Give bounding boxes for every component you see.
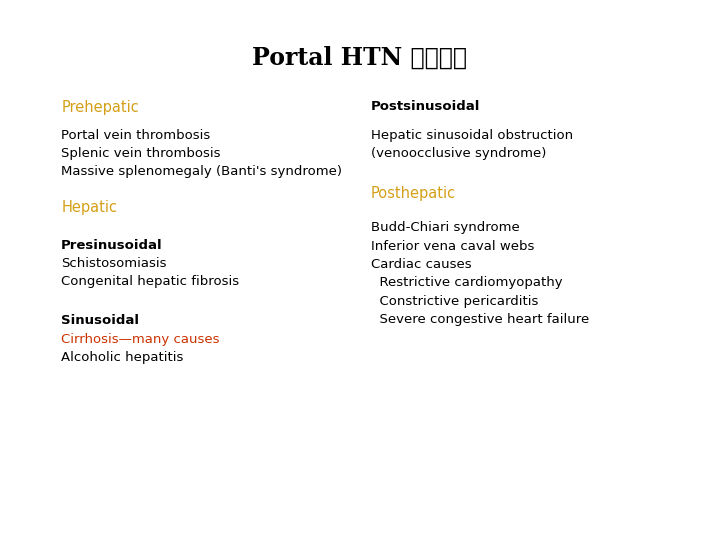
Text: Massive splenomegaly (Banti's syndrome): Massive splenomegaly (Banti's syndrome) bbox=[61, 165, 342, 178]
Text: Portal vein thrombosis: Portal vein thrombosis bbox=[61, 129, 210, 141]
Text: Budd-Chiari syndrome: Budd-Chiari syndrome bbox=[371, 221, 520, 234]
Text: Severe congestive heart failure: Severe congestive heart failure bbox=[371, 313, 589, 326]
Text: Alcoholic hepatitis: Alcoholic hepatitis bbox=[61, 351, 184, 364]
Text: Constrictive pericarditis: Constrictive pericarditis bbox=[371, 295, 538, 308]
Text: Cardiac causes: Cardiac causes bbox=[371, 258, 472, 271]
Text: Portal HTN 원인분류: Portal HTN 원인분류 bbox=[253, 46, 467, 70]
Text: Postsinusoidal: Postsinusoidal bbox=[371, 100, 480, 113]
Text: Inferior vena caval webs: Inferior vena caval webs bbox=[371, 240, 534, 253]
Text: Congenital hepatic fibrosis: Congenital hepatic fibrosis bbox=[61, 275, 239, 288]
Text: Prehepatic: Prehepatic bbox=[61, 100, 139, 115]
Text: Hepatic: Hepatic bbox=[61, 200, 117, 215]
Text: Sinusoidal: Sinusoidal bbox=[61, 314, 139, 327]
Text: Cirrhosis—many causes: Cirrhosis—many causes bbox=[61, 333, 220, 346]
Text: Splenic vein thrombosis: Splenic vein thrombosis bbox=[61, 147, 221, 160]
Text: Presinusoidal: Presinusoidal bbox=[61, 239, 163, 252]
Text: Posthepatic: Posthepatic bbox=[371, 186, 456, 201]
Text: Hepatic sinusoidal obstruction: Hepatic sinusoidal obstruction bbox=[371, 129, 573, 141]
Text: Restrictive cardiomyopathy: Restrictive cardiomyopathy bbox=[371, 276, 562, 289]
Text: Schistosomiasis: Schistosomiasis bbox=[61, 257, 167, 270]
Text: (venoocclusive syndrome): (venoocclusive syndrome) bbox=[371, 147, 546, 160]
